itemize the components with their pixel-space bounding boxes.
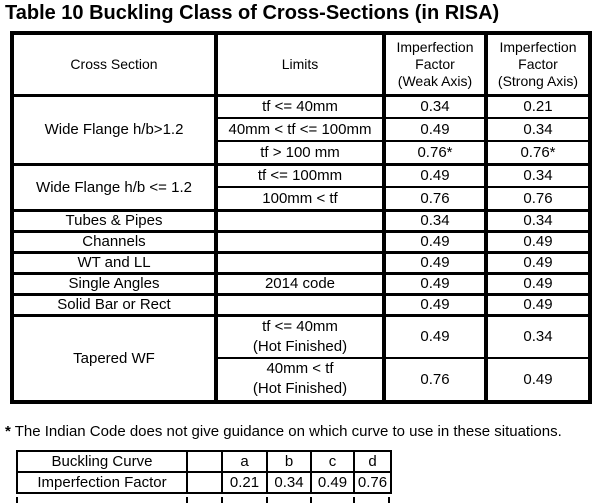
limit-cell [214,292,386,315]
gridline-stub [388,497,390,503]
gridline-stub [221,497,223,503]
gridline-stub [16,497,18,503]
imperfection-factor-legend: Buckling Curve a b c d Imperfection Fact… [16,450,396,503]
limit-cell: tf <= 40mm [214,93,386,118]
limit-cell: 2014 code [214,271,386,294]
legend-label-cell: Imperfection Factor [16,471,188,494]
table-row: Solid Bar or Rect 0.49 0.49 [10,292,592,315]
gridline-stub [266,497,268,503]
weak-factor-cell: 0.49 [382,229,488,252]
buckling-curve-row: Buckling Curve a b c d [16,450,392,473]
strong-factor-cell: 0.21 [484,93,592,118]
table-row: 100mm < tf 0.76 0.76 [12,186,592,210]
column-header-weak-axis: Imperfection Factor (Weak Axis) [382,33,488,95]
footnote-asterisk: * [5,423,11,440]
footnote-text: The Indian Code does not give guidance o… [14,423,562,440]
table-row: 40mm < tf (Hot Finished) 0.76 0.49 [12,357,592,402]
section-cell-channels: Channels [10,229,218,252]
weak-factor-cell: 0.34 [382,208,488,231]
strong-factor-cell: 0.34 [484,117,592,141]
section-cell-wide-flange-le: Wide Flange h/b <= 1.2 [10,162,218,210]
weak-factor-cell: 0.49 [382,313,488,358]
table-row: Wide Flange h/b>1.2 tf <= 40mm 0.34 0.21 [10,93,592,164]
weak-factor-cell: 0.49 [382,117,488,141]
strong-factor-cell: 0.76* [484,140,592,164]
factor-d-cell: 0.76 [353,471,392,494]
strong-factor-cell: 0.49 [484,357,592,402]
strong-factor-cell: 0.49 [484,292,592,315]
legend-blank-cell [186,450,223,473]
weak-factor-cell: 0.49 [382,162,488,187]
imperfection-factor-row: Imperfection Factor 0.21 0.34 0.49 0.76 [16,471,392,494]
strong-factor-cell: 0.76 [484,186,592,210]
strong-factor-cell: 0.34 [484,162,592,187]
column-header-limits: Limits [214,33,386,95]
weak-factor-cell: 0.76 [382,357,488,402]
curve-c-cell: c [310,450,355,473]
table-row: WT and LL 0.49 0.49 [10,250,592,273]
weak-factor-cell: 0.76* [382,140,488,164]
gridline-stub [353,497,355,503]
table-row: Single Angles 2014 code 0.49 0.49 [10,271,592,294]
table-row: Channels 0.49 0.49 [10,229,592,252]
section-cell-tapered-wf: Tapered WF [10,313,218,402]
section-cell-tubes-pipes: Tubes & Pipes [10,208,218,231]
footnote: * The Indian Code does not give guidance… [5,423,562,440]
table-row: Tubes & Pipes 0.34 0.34 [10,208,592,231]
curve-b-cell: b [266,450,312,473]
limit-cell: 40mm < tf <= 100mm [214,117,386,141]
section-cell-wt-ll: WT and LL [10,250,218,273]
table-title: Table 10 Buckling Class of Cross-Section… [5,2,500,24]
table-row: 40mm < tf <= 100mm 0.49 0.34 [12,117,592,141]
table-row: Wide Flange h/b <= 1.2 tf <= 100mm 0.49 … [10,162,592,210]
limit-cell [214,250,386,273]
column-header-cross-section: Cross Section [10,33,218,95]
column-header-strong-axis: Imperfection Factor (Strong Axis) [484,33,592,95]
weak-factor-cell: 0.76 [382,186,488,210]
weak-factor-cell: 0.34 [382,93,488,118]
limit-cell: tf > 100 mm [214,140,386,164]
limit-cell [214,208,386,231]
limit-cell [214,229,386,252]
weak-factor-cell: 0.49 [382,271,488,294]
table-row: Tapered WF tf <= 40mm (Hot Finished) 0.4… [10,313,592,402]
strong-factor-cell: 0.49 [484,229,592,252]
table-row: tf > 100 mm 0.76* 0.76* [12,140,592,164]
header-row: Cross Section Limits Imperfection Factor… [10,33,592,95]
factor-a-cell: 0.21 [221,471,268,494]
factor-c-cell: 0.49 [310,471,355,494]
buckling-curve-table: Buckling Curve a b c d Imperfection Fact… [16,450,392,494]
limit-cell: 100mm < tf [214,186,386,210]
curve-a-cell: a [221,450,268,473]
section-cell-single-angles: Single Angles [10,271,218,294]
weak-factor-cell: 0.49 [382,292,488,315]
section-cell-wide-flange-gt: Wide Flange h/b>1.2 [10,93,218,164]
buckling-class-table: Cross Section Limits Imperfection Factor… [10,31,592,404]
strong-factor-cell: 0.49 [484,250,592,273]
limit-cell: tf <= 40mm (Hot Finished) [214,313,386,358]
strong-factor-cell: 0.49 [484,271,592,294]
curve-d-cell: d [353,450,392,473]
gridline-stub [186,497,188,503]
strong-factor-cell: 0.34 [484,313,592,358]
limit-cell: tf <= 100mm [214,162,386,187]
factor-b-cell: 0.34 [266,471,312,494]
strong-factor-cell: 0.34 [484,208,592,231]
limit-cell: 40mm < tf (Hot Finished) [214,357,386,402]
gridline-stub [310,497,312,503]
legend-label-cell: Buckling Curve [16,450,188,473]
weak-factor-cell: 0.49 [382,250,488,273]
legend-blank-cell [186,471,223,494]
section-cell-solid-bar: Solid Bar or Rect [10,292,218,315]
